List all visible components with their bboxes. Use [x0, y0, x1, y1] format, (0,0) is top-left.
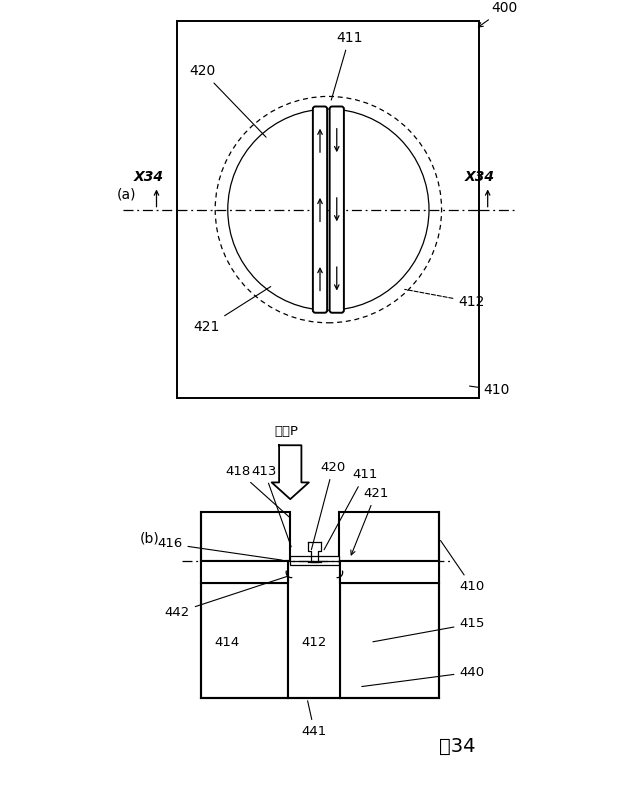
- Bar: [201, 583, 289, 698]
- Text: 421: 421: [194, 286, 271, 334]
- Bar: [177, 21, 479, 399]
- Text: X34: X34: [134, 169, 163, 184]
- Text: 410: 410: [470, 383, 510, 397]
- Text: 421: 421: [351, 487, 388, 555]
- Bar: [201, 561, 289, 583]
- Text: 420: 420: [189, 64, 266, 137]
- Text: 410: 410: [440, 540, 484, 593]
- Text: 414: 414: [214, 636, 240, 649]
- Bar: [291, 556, 339, 565]
- Text: X34: X34: [465, 169, 495, 184]
- Bar: [340, 583, 439, 698]
- Text: 圧力P: 圧力P: [275, 425, 298, 438]
- Bar: [201, 513, 291, 561]
- FancyBboxPatch shape: [313, 107, 327, 312]
- Text: 411: 411: [332, 31, 363, 100]
- Text: (b): (b): [140, 532, 159, 545]
- FancyBboxPatch shape: [330, 107, 344, 312]
- Text: (a): (a): [116, 187, 136, 201]
- Text: 416: 416: [157, 537, 282, 560]
- Bar: [340, 561, 439, 583]
- Polygon shape: [271, 445, 309, 499]
- Text: 図34: 図34: [439, 737, 476, 756]
- Text: 400: 400: [478, 2, 518, 27]
- Text: 415: 415: [373, 617, 484, 642]
- Text: 412: 412: [301, 636, 327, 649]
- Text: 412: 412: [404, 290, 484, 308]
- Bar: [339, 513, 439, 561]
- Text: 413: 413: [252, 465, 291, 547]
- Text: 411: 411: [324, 468, 378, 550]
- Bar: [289, 561, 340, 698]
- Text: 420: 420: [312, 461, 346, 550]
- Text: 441: 441: [302, 701, 327, 738]
- Text: 442: 442: [164, 576, 287, 619]
- Text: 440: 440: [362, 665, 484, 687]
- Text: 418: 418: [225, 465, 290, 518]
